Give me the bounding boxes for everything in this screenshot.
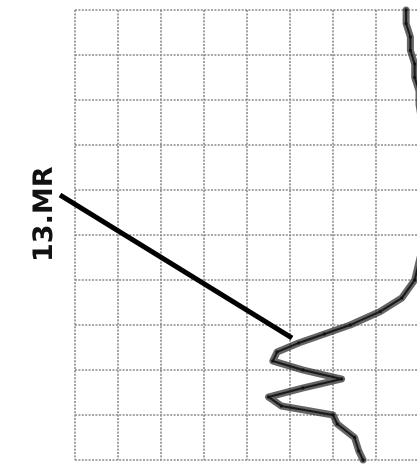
data-point xyxy=(404,21,408,26)
data-point xyxy=(271,359,275,363)
data-point xyxy=(340,377,344,381)
data-point xyxy=(400,296,404,300)
data-point xyxy=(352,435,357,440)
data-point xyxy=(335,422,339,426)
data-point xyxy=(413,75,417,80)
data-point xyxy=(404,8,408,12)
data-point xyxy=(279,404,283,408)
data-point xyxy=(266,395,271,399)
data-point xyxy=(275,350,279,354)
data-point xyxy=(413,62,417,66)
data-point xyxy=(361,458,365,462)
data-point xyxy=(348,323,352,327)
data-point xyxy=(357,449,361,453)
data-point xyxy=(331,413,335,417)
chart-grid xyxy=(74,9,417,461)
data-point xyxy=(301,386,305,390)
data-point xyxy=(408,35,412,39)
annotation-label: 13.MR xyxy=(28,166,59,262)
data-point xyxy=(297,341,301,345)
data-point xyxy=(301,368,305,372)
data-point xyxy=(408,48,412,53)
data-point xyxy=(322,332,326,336)
annotation-leader-line xyxy=(58,192,294,341)
data-point xyxy=(378,309,382,314)
data-point xyxy=(413,278,417,282)
